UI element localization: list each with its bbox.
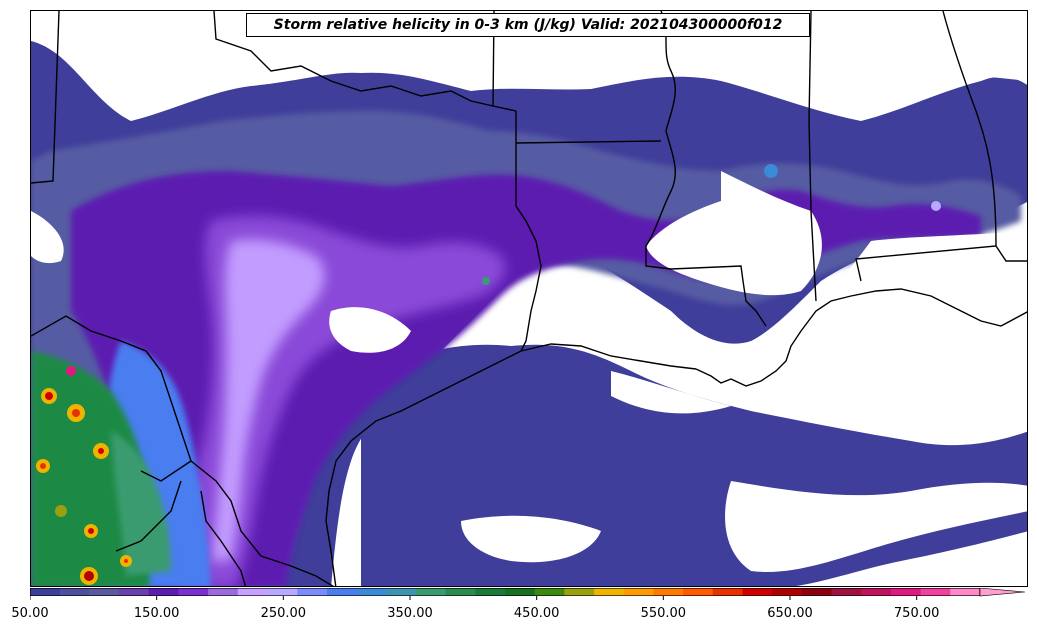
colorbar-segment (267, 588, 298, 596)
boundary-arkansas-louisiana (515, 140, 662, 144)
helicity-maxima (36, 164, 941, 585)
colorbar-segment (683, 588, 714, 596)
colorbar-tick-label: 150.00 (133, 606, 180, 621)
boundary-red-river (213, 11, 517, 112)
colorbar-segment (89, 588, 120, 596)
colorbar-segment (119, 588, 150, 596)
colorbar-segment (356, 588, 387, 596)
colorbar-segment (653, 588, 684, 596)
colorbar-segment (237, 588, 268, 596)
colorbar-segment (742, 588, 773, 596)
boundary-mississippi-alabama (808, 11, 817, 302)
boundary-oklahoma-north (31, 11, 60, 184)
boundary-mississippi-river (645, 11, 767, 327)
colorbar-segment (594, 588, 625, 596)
boundary-mexico-states (115, 460, 247, 586)
colorbar-segment (564, 588, 595, 596)
colorbar-segment (208, 588, 239, 596)
colorbar-segment (801, 588, 833, 596)
boundary-alabama-georgia (855, 11, 997, 282)
helicity-field-green (31, 351, 151, 586)
colorbar-tick-label: 350.00 (387, 606, 433, 621)
political-boundaries (31, 11, 1027, 586)
colorbar-tick-label: 50.00 (11, 606, 49, 621)
colorbar-segment (623, 588, 654, 596)
boundary-georgia-florida (995, 245, 1027, 262)
colorbar-segment (890, 588, 922, 596)
helicity-field-teal (111, 431, 171, 576)
colorbar (30, 588, 1026, 600)
colorbar-tick-label: 550.00 (640, 606, 687, 621)
colorbar-segment (326, 588, 358, 596)
helicity-map (31, 11, 1027, 586)
colorbar-segment (920, 588, 951, 596)
colorbar-tick-label: 250.00 (260, 606, 307, 621)
map-panel (30, 10, 1028, 587)
colorbar-segment (861, 588, 892, 596)
colorbar-tick-label: 650.00 (767, 606, 813, 621)
coastline-louisiana (695, 288, 1027, 387)
colorbar-extend-arrow (979, 588, 1026, 597)
colorbar-segment (505, 588, 536, 596)
colorbar-segment (297, 588, 328, 596)
colorbar-segment (445, 588, 476, 596)
colorbar-segment (30, 588, 61, 596)
colorbar-segment (831, 588, 862, 596)
helicity-field-lavender (211, 239, 325, 561)
colorbar-outline (30, 588, 981, 597)
colorbar-segment (475, 588, 506, 596)
colorbar-segment (386, 588, 417, 596)
colorbar-segment (712, 588, 743, 596)
colorbar-tick-label: 450.00 (513, 606, 560, 621)
colorbar-segment (59, 588, 90, 596)
colorbar-segment (148, 588, 179, 596)
colorbar-segment (534, 588, 565, 596)
boundary-rio-grande (31, 315, 335, 586)
colorbar-tick-label: 750.00 (893, 606, 940, 621)
boundary-texas-louisiana (515, 111, 542, 352)
colorbar-segment (772, 588, 803, 596)
map-title: Storm relative helicity in 0-3 km (J/kg)… (246, 13, 810, 37)
colorbar-segment (415, 588, 447, 596)
coastline-texas (325, 343, 697, 586)
colorbar-segment (950, 588, 981, 596)
colorbar-segment (178, 588, 209, 596)
